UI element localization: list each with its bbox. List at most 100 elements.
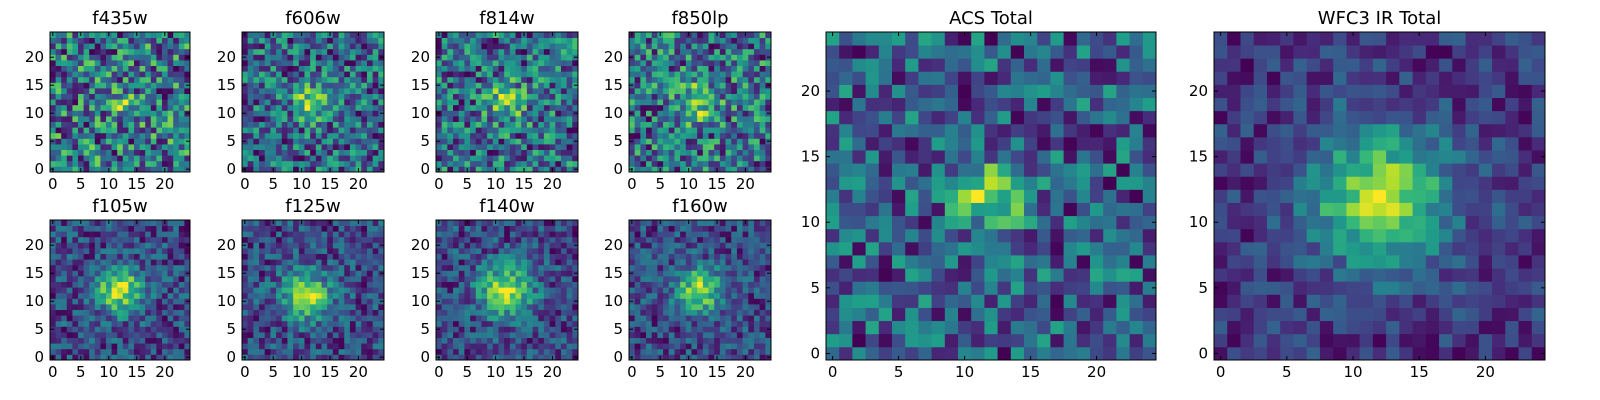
heatmap-cell xyxy=(372,259,379,266)
heatmap-cell xyxy=(72,259,79,266)
heatmap-cell xyxy=(372,32,379,38)
heatmap-cell xyxy=(447,337,454,344)
heatmap-cell xyxy=(515,248,522,254)
heatmap-cell xyxy=(674,82,681,89)
heatmap-cell xyxy=(372,127,379,134)
heatmap-cell xyxy=(566,132,573,139)
heatmap-cell xyxy=(349,332,356,338)
heatmap-cell xyxy=(674,110,681,117)
y-tick-label: 20 xyxy=(217,48,236,66)
heatmap-cell xyxy=(83,248,90,254)
heatmap-cell xyxy=(134,225,140,232)
heatmap-cell xyxy=(315,132,322,139)
heatmap-cell xyxy=(355,93,362,100)
heatmap-cell xyxy=(355,332,362,338)
heatmap-cell xyxy=(725,149,732,156)
heatmap-cell xyxy=(315,298,322,305)
heatmap-cell xyxy=(298,88,305,94)
heatmap-cell xyxy=(55,160,62,167)
heatmap-cell xyxy=(458,65,465,72)
y-tick-label: 0 xyxy=(34,348,44,366)
heatmap-cell xyxy=(139,37,146,44)
heatmap-cell xyxy=(759,287,766,294)
heatmap-cell xyxy=(304,276,311,282)
heatmap-cell xyxy=(634,309,641,316)
heatmap-cell xyxy=(111,121,118,128)
heatmap-cell xyxy=(566,93,573,100)
heatmap-cell xyxy=(61,354,68,361)
heatmap-cell xyxy=(150,354,157,361)
heatmap-cell xyxy=(338,220,345,226)
heatmap-cell xyxy=(128,155,135,162)
heatmap-cell xyxy=(748,166,755,173)
heatmap-cell xyxy=(117,93,124,100)
heatmap-cell xyxy=(78,225,84,232)
heatmap-cell xyxy=(162,348,168,355)
heatmap-cell xyxy=(475,231,482,238)
heatmap-cell xyxy=(50,149,56,156)
heatmap-cell xyxy=(748,71,755,78)
heatmap-cell xyxy=(72,304,79,310)
heatmap-cell xyxy=(691,32,698,38)
heatmap-cell xyxy=(481,259,488,266)
heatmap-cell xyxy=(332,93,339,100)
heatmap-cell xyxy=(338,160,345,167)
heatmap-cell xyxy=(731,132,738,139)
heatmap-cell xyxy=(247,155,254,162)
heatmap-cell xyxy=(719,43,726,50)
heatmap-cell xyxy=(748,343,755,350)
heatmap-cell xyxy=(753,65,761,72)
heatmap-cell xyxy=(173,309,180,316)
heatmap-cell xyxy=(532,149,539,156)
heatmap-cell xyxy=(378,220,385,226)
heatmap-cell xyxy=(753,132,761,139)
heatmap-cell xyxy=(487,160,494,167)
heatmap-cell xyxy=(753,127,761,134)
heatmap-cell xyxy=(89,144,96,150)
heatmap-cell xyxy=(111,37,118,44)
heatmap-cell xyxy=(714,304,721,310)
heatmap-cell xyxy=(753,309,761,316)
heatmap-cell xyxy=(464,337,471,344)
heatmap-cell xyxy=(259,43,266,50)
heatmap-cell xyxy=(759,138,766,145)
heatmap-cell xyxy=(247,225,254,232)
heatmap-cell xyxy=(134,348,140,355)
heatmap-cell xyxy=(287,65,294,72)
heatmap-cell xyxy=(321,144,328,150)
heatmap-cell xyxy=(685,326,692,333)
heatmap-cell xyxy=(566,32,573,38)
heatmap-cell xyxy=(298,82,305,89)
heatmap-cell xyxy=(464,144,471,150)
heatmap-cell xyxy=(178,60,185,66)
heatmap-cell xyxy=(150,149,157,156)
heatmap-cell xyxy=(156,132,163,139)
heatmap-cell xyxy=(338,332,345,338)
heatmap-cell xyxy=(264,144,271,150)
heatmap-cell xyxy=(89,132,96,139)
heatmap-cell xyxy=(464,326,471,333)
heatmap-cell xyxy=(453,144,460,150)
heatmap-cell xyxy=(498,231,505,238)
heatmap-cell xyxy=(572,93,579,100)
heatmap-cell xyxy=(532,110,539,117)
heatmap-cell xyxy=(680,54,687,61)
heatmap-cell xyxy=(338,270,345,277)
heatmap-cell xyxy=(321,348,328,355)
heatmap-cell xyxy=(173,236,180,243)
heatmap-cell xyxy=(487,264,494,271)
heatmap-cell xyxy=(560,48,568,55)
heatmap-cell xyxy=(134,320,140,327)
heatmap-cell xyxy=(253,127,260,134)
heatmap-cell xyxy=(61,304,68,310)
heatmap-cell xyxy=(94,93,101,100)
heatmap-cell xyxy=(287,320,294,327)
heatmap-cell xyxy=(736,276,743,282)
heatmap-cell xyxy=(521,225,528,232)
heatmap-cell xyxy=(304,155,311,162)
heatmap-cell xyxy=(184,320,191,327)
heatmap-cell xyxy=(321,298,328,305)
heatmap-cell xyxy=(640,354,647,361)
heatmap-cell xyxy=(66,264,73,271)
heatmap-cell xyxy=(366,298,374,305)
